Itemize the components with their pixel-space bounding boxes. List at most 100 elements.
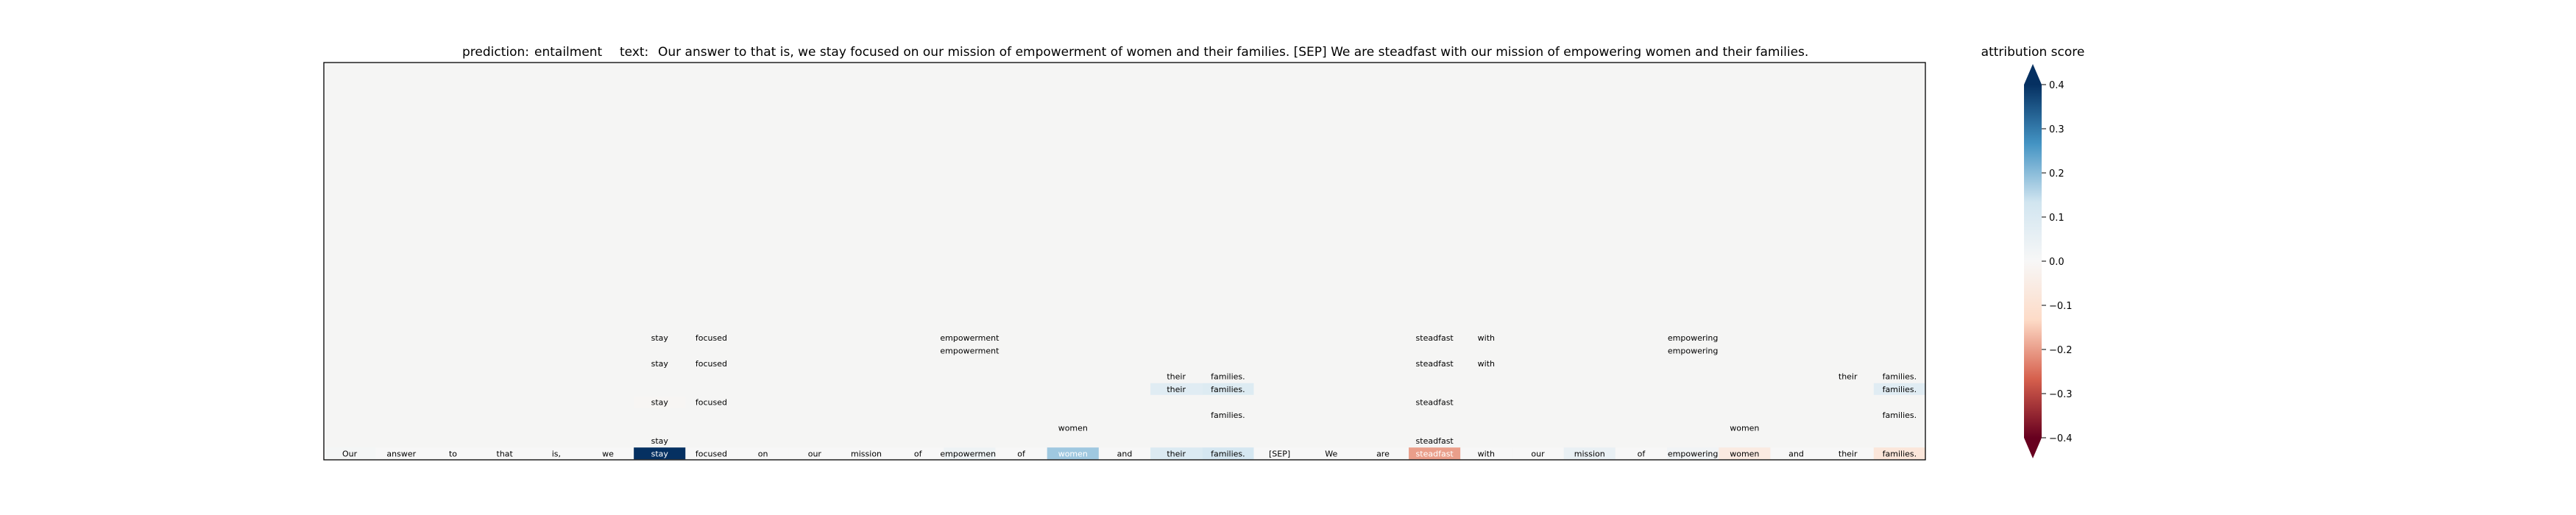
- token-label: are: [1376, 449, 1390, 458]
- token-cell: [1563, 447, 1616, 460]
- title-prediction-value: entailment: [534, 45, 603, 60]
- colorbar-label: attribution score: [1981, 45, 2085, 60]
- token-cell: [995, 447, 1047, 460]
- token-label: mission: [1574, 449, 1605, 458]
- attention-cell-label: focused: [696, 333, 727, 343]
- token-label: our: [808, 449, 822, 458]
- plot-area: [324, 63, 1925, 460]
- title-prediction-label: prediction:: [462, 45, 529, 60]
- attention-cell-label: steadfast: [1416, 436, 1454, 446]
- colorbar-ticks: 0.4 0.3 0.2 0.1 0.0 −0.1 −0.2 −0.3 −0.4: [2042, 80, 2073, 444]
- token-label: Our: [342, 449, 358, 458]
- attention-cell-label: with: [1478, 359, 1495, 369]
- token-cell: [944, 447, 996, 460]
- colorbar-gradient: [2024, 85, 2042, 438]
- attention-cell-label: steadfast: [1416, 333, 1454, 343]
- attention-cell: [1202, 383, 1254, 395]
- token-cell: [1098, 447, 1151, 460]
- token-label: of: [1638, 449, 1646, 458]
- token-cell: [427, 447, 479, 460]
- token-cell: [478, 447, 531, 460]
- token-cell: [581, 447, 634, 460]
- token-label: families.: [1211, 449, 1245, 458]
- token-cell: [634, 447, 686, 460]
- token-label: their: [1839, 449, 1858, 458]
- token-label: stay: [651, 449, 669, 458]
- token-label: on: [758, 449, 768, 458]
- attention-cell-label: families.: [1211, 411, 1245, 420]
- attention-cell: [1873, 383, 1925, 395]
- token-cell: [1202, 447, 1254, 460]
- token-label: [SEP]: [1269, 449, 1290, 458]
- colorbar-tick-label: 0.3: [2049, 124, 2064, 135]
- token-label: to: [449, 449, 457, 458]
- token-cell: [1615, 447, 1668, 460]
- token-label: their: [1167, 449, 1186, 458]
- attention-cell-label: families.: [1883, 372, 1917, 381]
- colorbar-tick-label: 0.4: [2049, 80, 2064, 91]
- colorbar-tick-label: −0.4: [2049, 433, 2073, 444]
- attention-cell-label: empowering: [1668, 346, 1719, 355]
- attention-cell: [634, 396, 686, 408]
- token-cell: [530, 447, 582, 460]
- attention-cell-label: stay: [651, 397, 669, 407]
- token-cell: [375, 447, 428, 460]
- token-row: Our answer to that is, we stay focused on our miss…: [324, 447, 1925, 460]
- attention-cell-label: women: [1730, 423, 1759, 433]
- attention-cell-label: empowering: [1668, 333, 1719, 343]
- attention-cell: [1150, 383, 1203, 395]
- token-cell: [737, 447, 789, 460]
- attention-cell-label: with: [1478, 333, 1495, 343]
- token-label: of: [914, 449, 923, 458]
- attention-cell-label: steadfast: [1416, 359, 1454, 369]
- token-cell: [685, 447, 737, 460]
- token-cell: [1150, 447, 1203, 460]
- token-label: with: [1478, 449, 1495, 458]
- token-cell: [892, 447, 944, 460]
- colorbar-extend-min: [2024, 438, 2042, 458]
- token-cell: [1667, 447, 1719, 460]
- token-cell: [788, 447, 841, 460]
- token-label: our: [1531, 449, 1545, 458]
- title-text-label: text:: [620, 45, 648, 60]
- token-cell: [1047, 447, 1099, 460]
- token-cell: [1822, 447, 1874, 460]
- token-label: mission: [851, 449, 882, 458]
- token-label: of: [1017, 449, 1026, 458]
- attention-cell-label: empowerment: [940, 333, 999, 343]
- attention-cell-label: empowerment: [940, 346, 999, 355]
- token-label: that: [497, 449, 514, 458]
- attention-cell-label: steadfast: [1416, 397, 1454, 407]
- colorbar-extend-max: [2024, 64, 2042, 85]
- token-label: focused: [696, 449, 727, 458]
- title-text-value: Our answer to that is, we stay focused o…: [658, 45, 1808, 60]
- colorbar-tick-label: −0.1: [2049, 301, 2073, 312]
- token-label: is,: [552, 449, 561, 458]
- attention-cell-label: families.: [1883, 411, 1917, 420]
- token-cell: [1253, 447, 1306, 460]
- attention-cell-label: their: [1167, 385, 1186, 394]
- attention-cell-label: families.: [1211, 372, 1245, 381]
- token-label: answer: [386, 449, 416, 458]
- attention-cell-label: focused: [696, 359, 727, 369]
- token-label: steadfast: [1416, 449, 1454, 458]
- token-cell: [1512, 447, 1564, 460]
- token-cell: [1305, 447, 1357, 460]
- token-label: families.: [1883, 449, 1917, 458]
- token-label: We: [1325, 449, 1337, 458]
- token-cell: [1356, 447, 1409, 460]
- token-label: empowerment: [940, 449, 999, 458]
- attention-cell-label: families.: [1883, 385, 1917, 394]
- chart-title: prediction: entailment text: Our answer …: [462, 45, 1808, 60]
- colorbar-tick-label: −0.3: [2049, 389, 2073, 400]
- attention-cell-label: families.: [1211, 385, 1245, 394]
- token-cell: [1460, 447, 1512, 460]
- token-cell: [840, 447, 893, 460]
- attention-cell-label: stay: [651, 333, 669, 343]
- token-label: women: [1730, 449, 1759, 458]
- token-label: women: [1058, 449, 1088, 458]
- attention-cell-label: stay: [651, 359, 669, 369]
- attention-cell-label: women: [1058, 423, 1088, 433]
- attention-rows: stay steadfast women women families. families…: [634, 333, 1925, 446]
